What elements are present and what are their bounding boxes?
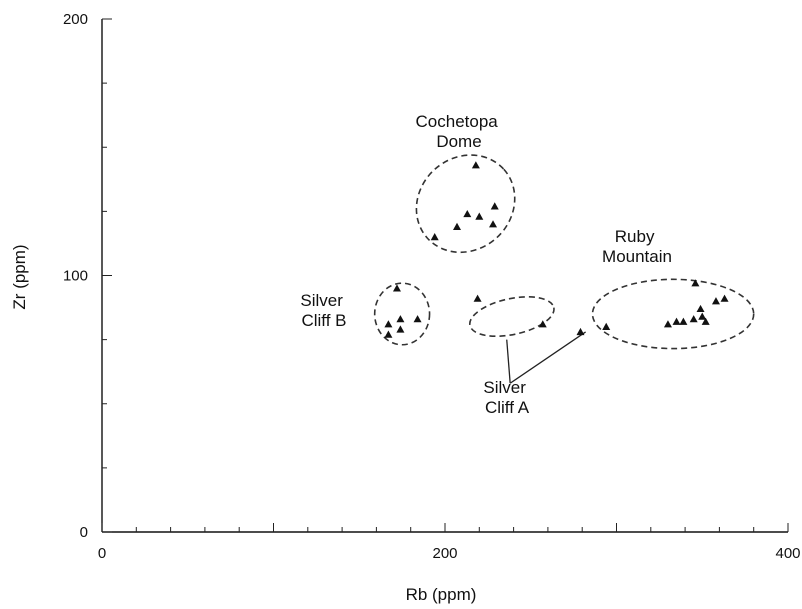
x-tick-label: 200 — [432, 545, 457, 562]
ellipse-cochetopa-dome — [415, 154, 516, 254]
data-point — [679, 317, 688, 325]
data-points — [384, 161, 729, 338]
axes — [101, 19, 788, 533]
ellipse-silver-cliff-a — [468, 296, 555, 338]
group-labels: Cochetopa Dome Silver Cliff B Ruby Mount… — [300, 112, 672, 417]
data-point — [453, 222, 462, 230]
group-label-line: Cochetopa — [416, 112, 499, 131]
data-point — [696, 304, 705, 313]
x-tick-label: 0 — [98, 545, 106, 562]
data-point — [392, 284, 401, 292]
group-label-line: Ruby — [615, 227, 655, 246]
y-tick-label: 100 — [63, 268, 88, 285]
data-point — [384, 320, 393, 328]
x-axis-title: Rb (ppm) — [406, 585, 477, 604]
data-point — [473, 294, 482, 302]
data-point — [672, 317, 681, 325]
data-point — [689, 315, 698, 323]
data-point — [490, 202, 499, 210]
axis-ticks — [101, 18, 789, 533]
y-tick-label: 200 — [63, 11, 88, 28]
group-label-line: Dome — [436, 132, 481, 151]
data-point — [711, 297, 720, 305]
leader-line — [506, 339, 511, 384]
data-point — [413, 315, 422, 323]
data-point — [602, 322, 611, 330]
data-point — [701, 317, 710, 325]
group-label-line: Silver — [300, 291, 343, 310]
data-point — [663, 320, 672, 328]
group-label-line: Cliff B — [301, 311, 346, 330]
y-axis-title: Zr (ppm) — [10, 244, 29, 309]
data-point — [698, 312, 707, 320]
group-label-line: Cliff A — [485, 398, 530, 417]
data-point — [576, 327, 585, 336]
data-point — [475, 212, 484, 220]
leader-line — [509, 331, 586, 384]
group-label-silver-cliff-a: Silver Cliff A — [483, 378, 530, 417]
data-point — [384, 330, 393, 338]
leader-lines — [506, 331, 586, 384]
ellipse-silver-cliff-b — [373, 282, 431, 346]
tick-labels: 0 200 400 0 100 200 — [63, 11, 801, 562]
data-point — [720, 294, 729, 302]
group-label-silver-cliff-b: Silver Cliff B — [300, 291, 347, 330]
group-label-line: Silver — [483, 378, 526, 397]
x-tick-label: 400 — [775, 545, 800, 562]
y-tick-label: 0 — [80, 524, 88, 541]
group-label-line: Mountain — [602, 247, 672, 266]
data-point — [538, 320, 547, 328]
data-point — [471, 161, 480, 169]
data-point — [691, 279, 700, 287]
data-point — [430, 233, 439, 241]
data-point — [396, 325, 405, 333]
group-label-cochetopa-dome: Cochetopa Dome — [416, 112, 503, 151]
data-point — [463, 209, 472, 218]
group-ellipses — [373, 154, 755, 350]
data-point — [396, 315, 405, 323]
ellipse-ruby-mountain — [591, 278, 755, 350]
group-label-ruby-mountain: Ruby Mountain — [602, 227, 672, 266]
data-point — [489, 220, 498, 228]
